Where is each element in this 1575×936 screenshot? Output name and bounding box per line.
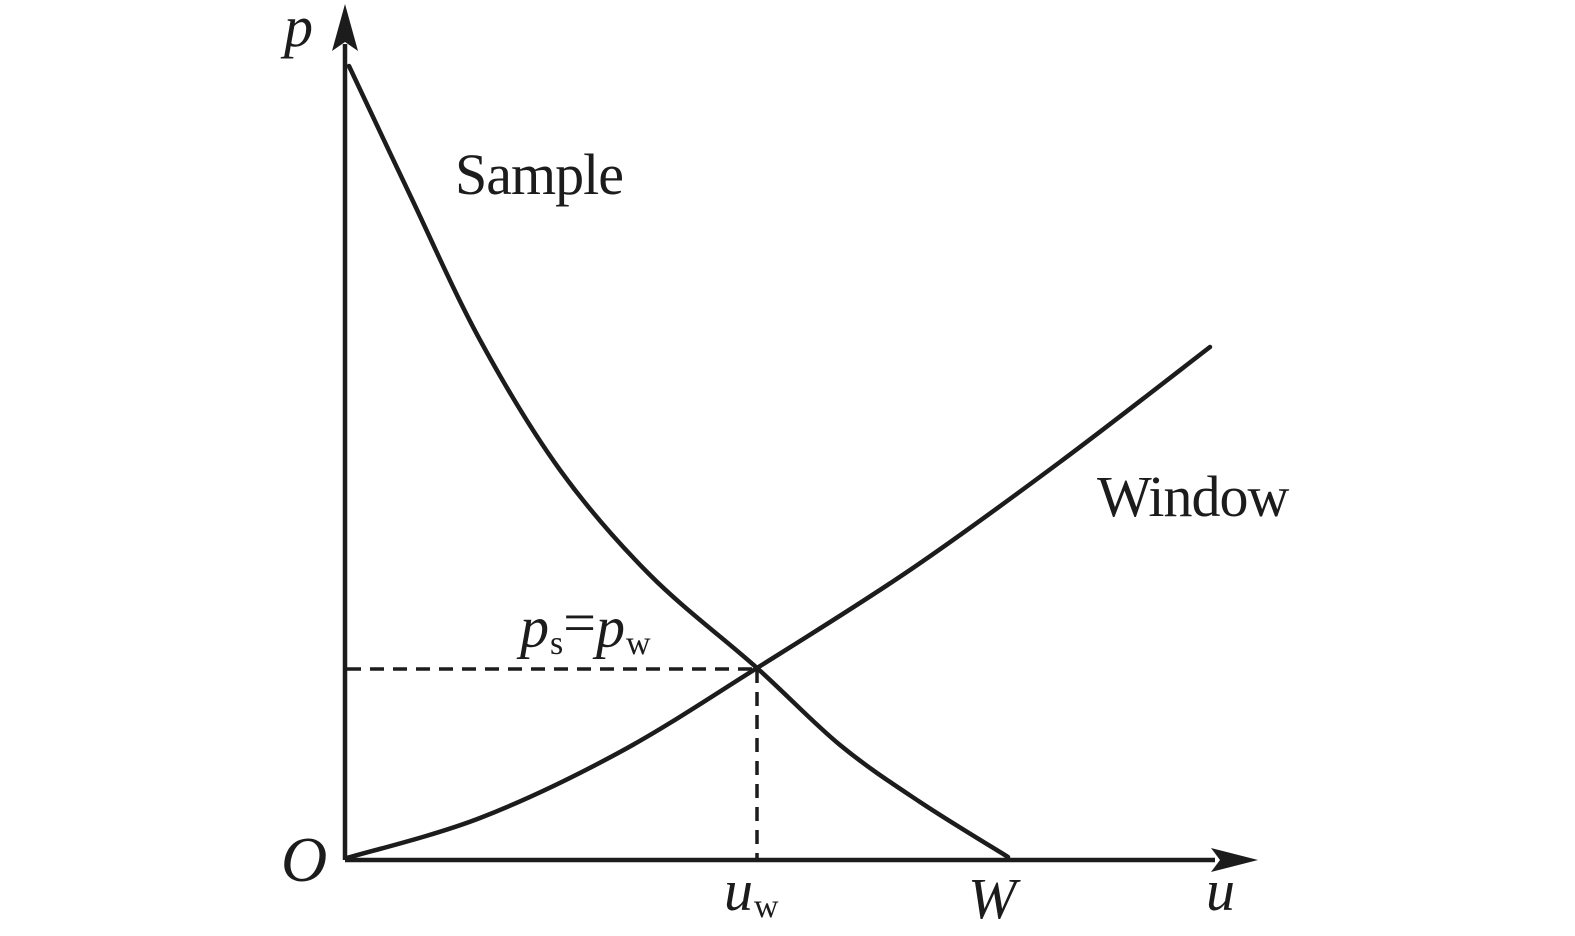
pw-subscript: w xyxy=(625,625,651,663)
window-curve-label: Window xyxy=(1097,464,1289,529)
y-axis-arrowhead xyxy=(332,4,358,51)
ps-subscript: s xyxy=(550,625,564,663)
x-axis-label: u xyxy=(1206,858,1235,923)
sample-curve xyxy=(346,63,1011,860)
intersection-x-label: uw xyxy=(724,862,779,924)
sample-curve-label: Sample xyxy=(455,142,624,207)
pw-base: p xyxy=(595,594,625,660)
uw-subscript: w xyxy=(754,888,779,926)
sample-intercept-label: W xyxy=(968,866,1017,931)
ps-base: p xyxy=(520,594,549,660)
equals-sign: = xyxy=(563,590,596,655)
uw-base: u xyxy=(724,858,753,923)
window-curve xyxy=(344,344,1213,861)
y-axis-label: p xyxy=(284,0,313,59)
intersection-pressure-label: ps=pw xyxy=(520,594,651,661)
x-axis-arrowhead xyxy=(1211,848,1258,872)
origin-label: O xyxy=(281,824,328,895)
